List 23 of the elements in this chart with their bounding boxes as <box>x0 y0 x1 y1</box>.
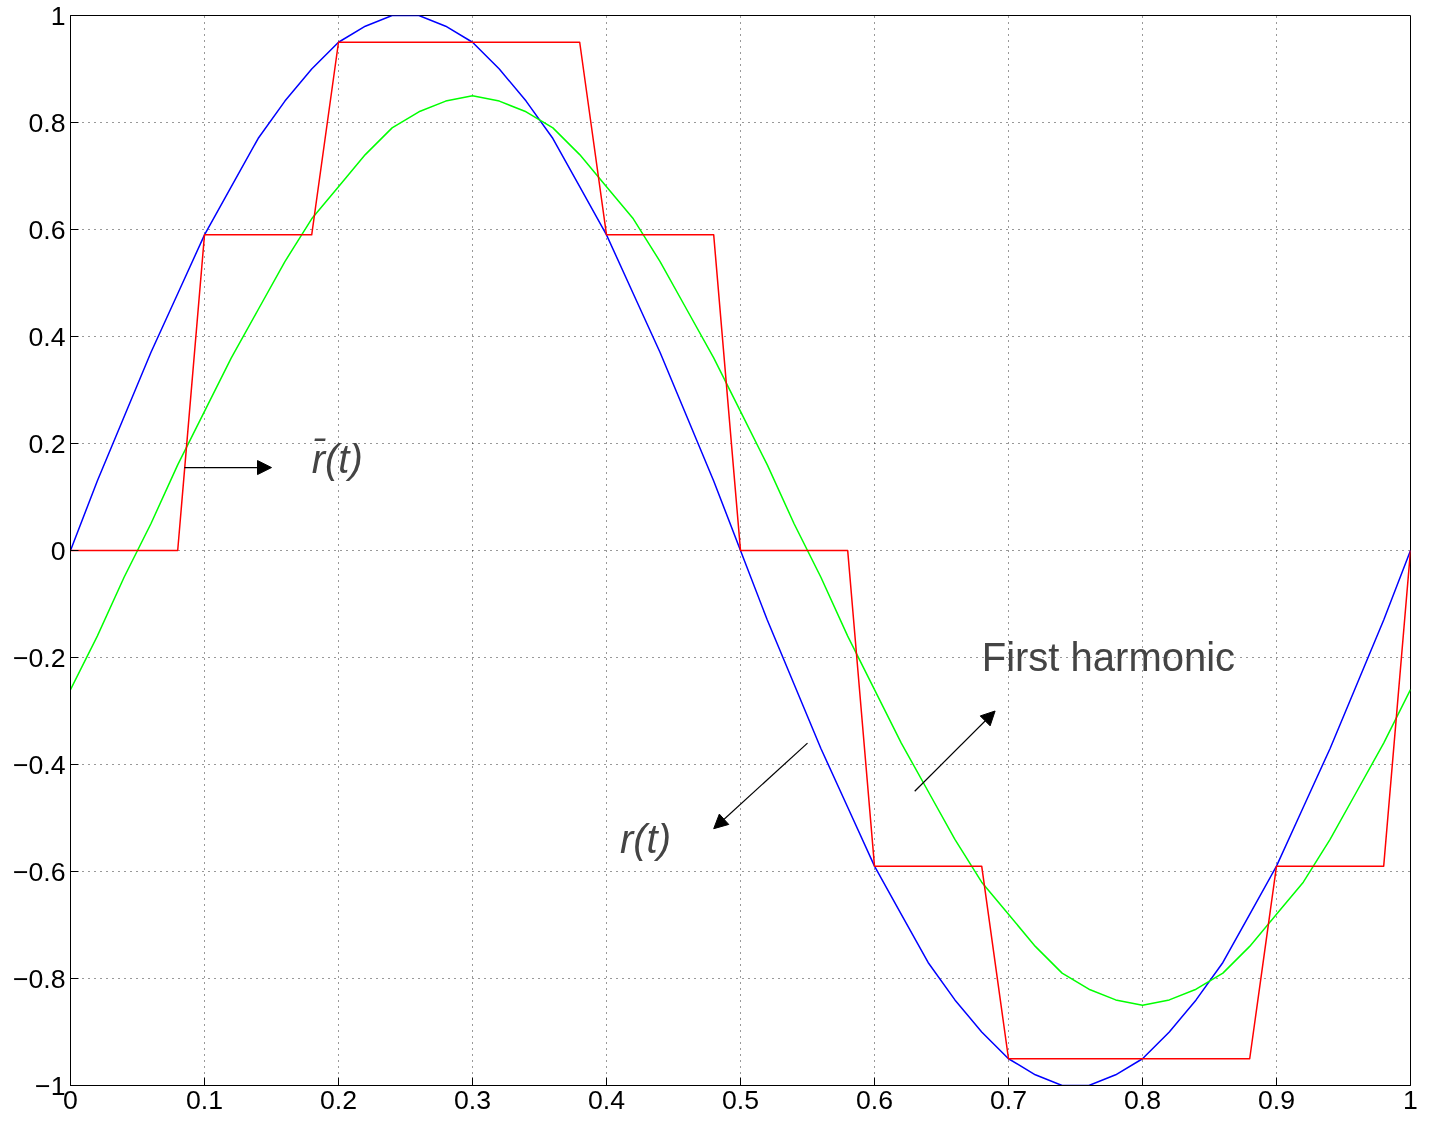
y-tick-label: 0.2 <box>28 428 66 459</box>
x-tick-label: 1 <box>1403 1084 1418 1115</box>
y-tick-label: −0.8 <box>12 963 66 994</box>
y-tick-label: 0 <box>50 535 66 566</box>
x-tick-label: 0.5 <box>721 1084 760 1115</box>
x-tick-label: 0.9 <box>1257 1084 1296 1115</box>
y-tick-label: 0.6 <box>28 214 66 245</box>
annotation: r̄(t) <box>311 436 363 481</box>
y-tick-label: −0.6 <box>12 856 66 887</box>
annotation: r(t) <box>619 816 671 861</box>
y-tick-label: −0.2 <box>12 642 66 673</box>
y-tick-label: −0.4 <box>12 749 66 780</box>
y-tick-label: 0.4 <box>28 321 66 352</box>
y-tick-label: 0.8 <box>28 107 66 138</box>
y-tick-label: 1 <box>50 0 66 31</box>
x-tick-label: 0.2 <box>319 1084 358 1115</box>
x-tick-label: 0.4 <box>587 1084 626 1115</box>
x-tick-label: 0.1 <box>185 1084 224 1115</box>
x-tick-label: 0.7 <box>989 1084 1028 1115</box>
x-tick-label: 0.8 <box>1123 1084 1162 1115</box>
x-tick-label: 0.3 <box>453 1084 492 1115</box>
x-tick-label: 0.6 <box>855 1084 894 1115</box>
annotation: First harmonic <box>981 634 1236 679</box>
